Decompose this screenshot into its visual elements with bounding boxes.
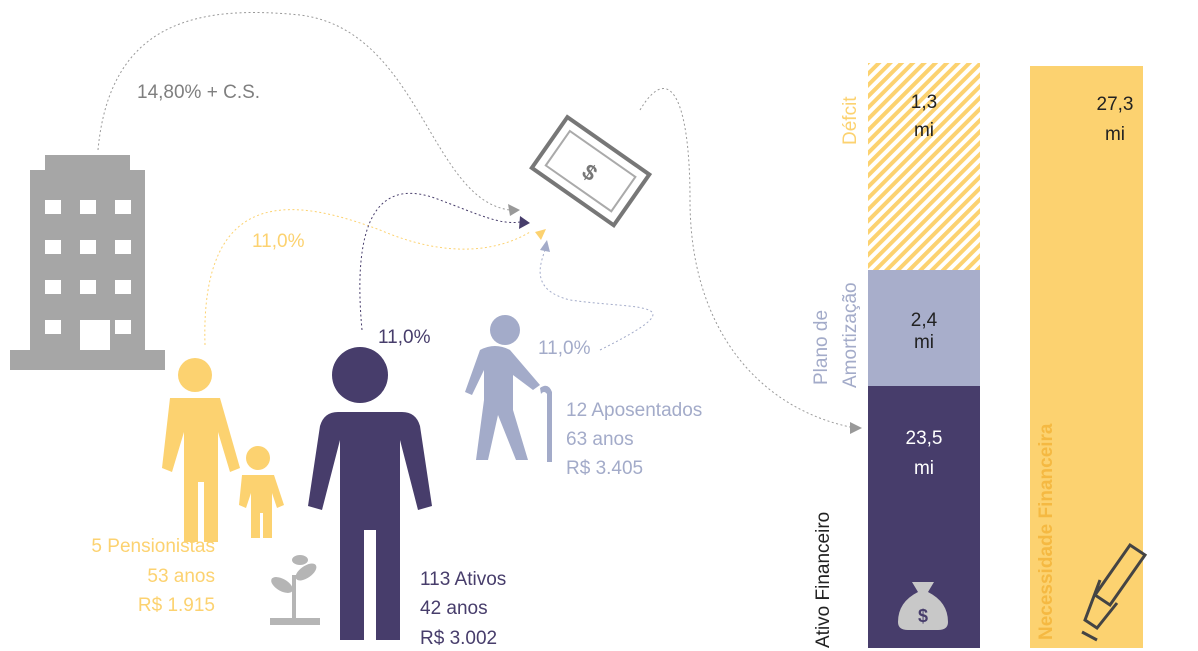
active-icon [308,347,432,640]
arrow [508,204,520,216]
block-label: Plano de [811,310,832,385]
group-text: R$ 3.405 [566,458,643,479]
group-text: 5 Pensionistas [91,536,215,557]
amount: 1,3 [911,92,937,113]
group-text: 42 anos [420,598,488,619]
deficit-block [868,63,980,270]
windows [45,200,131,350]
block-label: Amortização [840,282,861,388]
group-text: 63 anos [566,429,634,450]
amount: 23,5 [906,428,943,449]
amount: mi [914,332,934,353]
amount: mi [914,120,934,141]
flow-label: 11,0% [538,338,591,359]
group-text: 113 Ativos [420,569,506,590]
flow-pensioners [204,209,531,346]
group-text: 53 anos [147,566,215,587]
block-label: Necessidade Financeira [1036,423,1057,640]
arrow [540,240,550,252]
flow-label: 11,0% [378,327,431,348]
arrow [519,216,530,229]
plant-icon [270,555,320,625]
amount: 2,4 [911,310,938,331]
money-icon: $ [529,114,653,229]
amount: 27,3 [1097,94,1134,115]
flow-active [359,192,521,331]
block-label: Ativo Financeiro [813,512,834,648]
flow-label: 14,80% + C.S. [137,82,260,103]
group-text: 12 Aposentados [566,400,702,421]
flow-label: 11,0% [252,231,305,252]
flow-fund [639,88,856,429]
arrow [850,422,862,434]
group-text: R$ 1.915 [138,595,215,616]
pensioner-icon [162,358,284,542]
amount: mi [914,458,934,479]
flow-retired [539,249,654,351]
amortization-block [868,270,980,386]
arrow [535,229,546,240]
retired-icon [465,315,552,462]
amount: mi [1105,124,1125,145]
block-label: Défcit [840,96,861,145]
group-text: R$ 3.002 [420,628,497,649]
flow-company [97,12,511,211]
svg-text:$: $ [918,606,928,626]
moneybag-icon: $ [898,582,948,630]
hand-money-icon [1081,542,1148,642]
